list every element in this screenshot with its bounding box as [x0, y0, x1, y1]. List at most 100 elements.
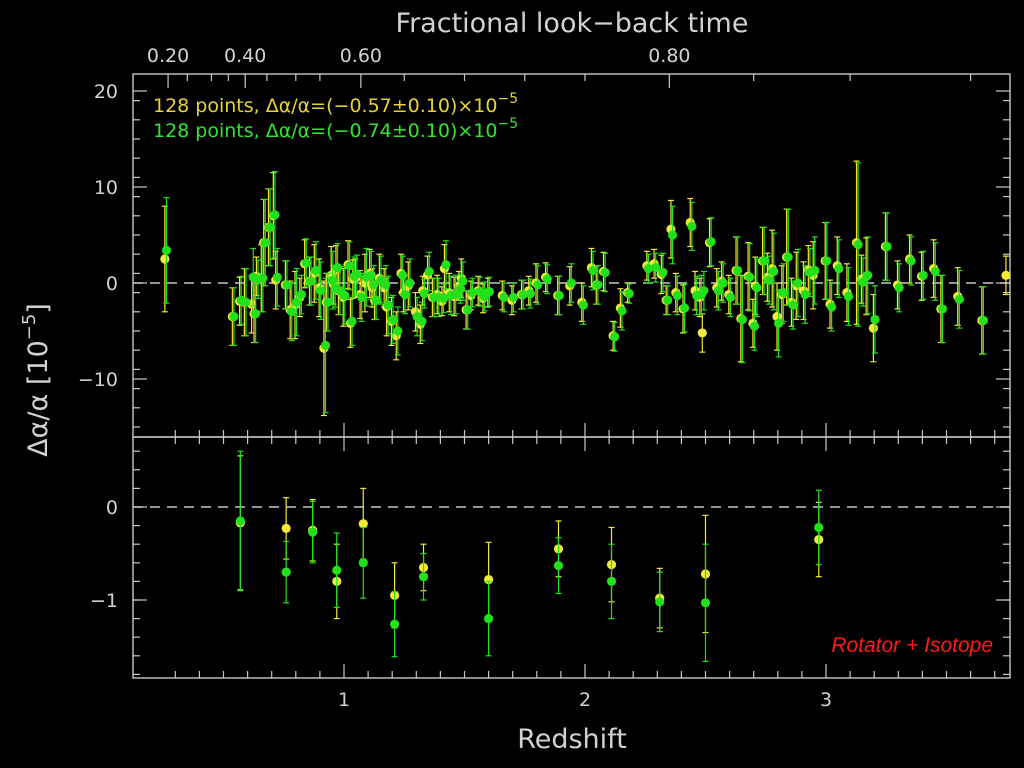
data-point	[388, 314, 398, 325]
data-point	[774, 318, 784, 328]
bottom-panel-frame	[132, 436, 1011, 679]
data-point	[882, 241, 892, 252]
data-point	[733, 265, 743, 276]
x-tick-label: 2	[579, 689, 591, 711]
data-point	[508, 292, 519, 302]
data-point	[778, 288, 789, 298]
data-point	[542, 274, 552, 284]
top-series-green	[161, 162, 989, 414]
data-point	[393, 326, 403, 336]
data-point	[229, 312, 239, 322]
data-point	[643, 264, 654, 274]
data-point	[764, 275, 774, 285]
data-point	[793, 278, 803, 288]
data-point	[253, 274, 263, 284]
data-point	[282, 280, 292, 290]
data-point	[783, 252, 793, 262]
data-point	[918, 270, 928, 280]
data-point	[745, 272, 755, 282]
data-point	[358, 519, 368, 529]
y-tick-label: 10	[94, 177, 118, 199]
data-point	[347, 316, 357, 326]
bottom-series-green	[235, 450, 824, 662]
top-axis-title: Fractional look−back time	[396, 8, 749, 39]
data-point	[369, 280, 379, 290]
data-point	[390, 619, 400, 629]
data-point	[417, 316, 427, 326]
data-point	[699, 286, 709, 296]
data-point	[518, 289, 528, 300]
data-point	[235, 516, 245, 526]
data-point	[697, 328, 707, 338]
data-point	[600, 267, 610, 278]
data-point	[398, 270, 408, 280]
data-point	[381, 280, 391, 290]
data-point	[588, 265, 598, 276]
data-point	[287, 307, 297, 317]
data-point	[419, 288, 429, 299]
y-axis-title: Δα/α [10−5]	[19, 303, 54, 457]
data-point	[1001, 270, 1011, 280]
data-point	[525, 288, 535, 299]
y-axis-title-exponent: −5	[19, 314, 40, 341]
data-point	[906, 256, 916, 266]
data-point	[281, 523, 291, 533]
data-point	[624, 288, 634, 299]
data-point	[834, 264, 844, 274]
data-point	[358, 558, 368, 568]
y-tick-label: 20	[94, 81, 118, 103]
data-point	[667, 230, 678, 240]
data-point	[930, 266, 940, 277]
y-tick-label: 0	[106, 273, 118, 295]
data-point	[330, 283, 340, 293]
data-point	[814, 522, 824, 533]
data-point	[672, 290, 682, 301]
data-point	[306, 276, 316, 286]
data-point	[737, 314, 748, 325]
data-point	[301, 258, 311, 268]
data-point	[658, 267, 668, 278]
top-axis-tick-label: 0.20	[147, 45, 189, 67]
data-point	[332, 263, 343, 273]
annotation-rotator-isotope: Rotator + Isotope	[831, 634, 993, 657]
y-tick-label: 0	[106, 497, 118, 519]
data-point	[843, 291, 854, 302]
data-point	[405, 278, 415, 288]
data-point	[718, 278, 728, 288]
data-point	[345, 261, 355, 271]
data-point	[383, 300, 393, 310]
data-point	[606, 576, 617, 587]
data-point	[357, 292, 367, 302]
data-point	[323, 297, 333, 307]
y-tick-label: −1	[90, 590, 118, 612]
data-point	[937, 304, 948, 314]
data-point	[713, 286, 723, 296]
data-point	[870, 314, 880, 325]
x-tick-label: 1	[338, 689, 350, 711]
data-point	[467, 288, 478, 298]
data-point	[332, 565, 342, 575]
data-point	[281, 567, 291, 577]
data-point	[499, 292, 509, 302]
x-tick-label: 3	[820, 689, 832, 711]
data-point	[752, 283, 762, 293]
data-point	[978, 315, 989, 326]
data-point	[161, 245, 172, 255]
data-point	[366, 270, 376, 280]
data-point	[270, 210, 280, 220]
data-point	[349, 271, 360, 281]
data-point	[725, 292, 736, 302]
data-point	[578, 300, 588, 310]
data-point	[479, 291, 490, 302]
data-point	[655, 597, 665, 607]
data-point	[533, 280, 543, 290]
y-tick-label: −10	[78, 369, 118, 391]
data-point	[863, 270, 873, 280]
legend-yellow-text: 128 points, Δα/α=(−0.57±0.10)×10	[153, 95, 497, 117]
data-point	[316, 286, 326, 296]
data-point	[593, 280, 603, 290]
data-point	[265, 222, 275, 232]
data-point	[894, 283, 904, 293]
data-point	[272, 272, 282, 282]
